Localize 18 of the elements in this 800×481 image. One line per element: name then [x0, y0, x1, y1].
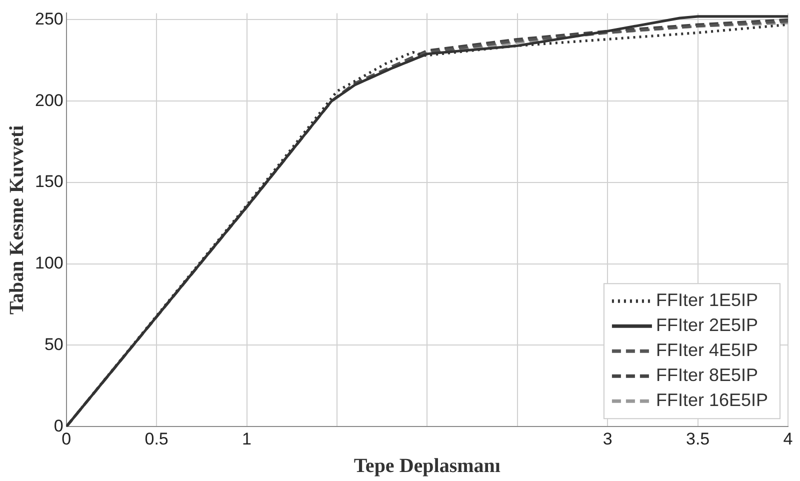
- y-tick-label: 250: [34, 9, 64, 28]
- x-tick-label: 3.5: [686, 429, 710, 448]
- y-tick-label: 50: [44, 334, 64, 354]
- legend-label: FFIter 16E5IP: [656, 390, 768, 410]
- legend-label: FFIter 8E5IP: [656, 365, 758, 386]
- x-tick-label: 1: [242, 429, 252, 448]
- y-axis-title: Taban Kesme Kuvveti: [6, 124, 28, 315]
- y-tick-label: 150: [34, 172, 64, 192]
- legend-label: FFIter 1E5IP: [656, 290, 758, 310]
- y-tick-label: 0: [54, 416, 64, 436]
- legend-label: FFIter 4E5IP: [656, 340, 758, 360]
- x-tick-label: 3: [602, 429, 612, 448]
- legend-label: FFIter 2E5IP: [656, 315, 758, 336]
- x-tick-label: 4: [783, 429, 793, 448]
- y-tick-label: 100: [34, 254, 64, 273]
- y-tick-label: 200: [34, 90, 64, 110]
- x-axis-title: Tepe Deplasmanı: [354, 455, 501, 478]
- x-tick-label: 0.5: [144, 429, 168, 448]
